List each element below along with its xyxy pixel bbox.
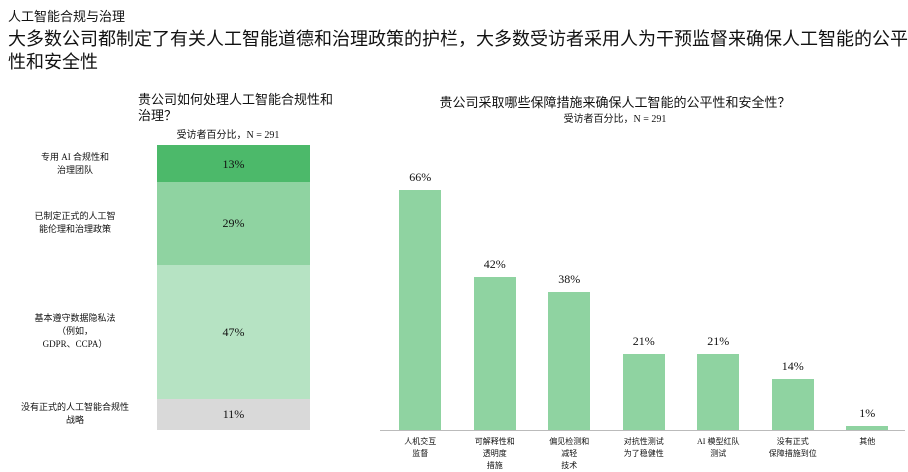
segment-label: 基本遵守数据隐私法 （例如， GDPR、CCPA） bbox=[34, 313, 116, 350]
value-label: 42% bbox=[483, 257, 506, 272]
x-tick-label: 没有正式 保障措施到位 bbox=[768, 437, 817, 458]
segment-label: 专用 AI 合规性和 治理团队 bbox=[41, 151, 109, 175]
bar bbox=[771, 379, 814, 430]
bar bbox=[622, 353, 665, 430]
bar bbox=[697, 353, 740, 430]
value-label: 13% bbox=[222, 156, 245, 171]
value-label: 1% bbox=[859, 406, 876, 421]
value-label: 66% bbox=[409, 170, 432, 184]
headline: 大多数公司都制定了有关人工智能道德和治理政策的护栏，大多数受访者采用人为干预监督… bbox=[8, 29, 908, 72]
segment-label: 已制定正式的人工智 能伦理和治理政策 bbox=[34, 211, 116, 235]
value-label: 21% bbox=[707, 333, 730, 348]
value-label: 11% bbox=[222, 407, 245, 422]
chart-subtitle: 受访者百分比，N = 291 bbox=[176, 130, 280, 141]
x-tick-label: 其他 bbox=[859, 437, 876, 446]
value-label: 14% bbox=[781, 359, 804, 374]
kicker: 人工智能合规与治理 bbox=[8, 9, 126, 24]
x-tick-label: 可解释性和 透明度 措施 bbox=[474, 437, 515, 470]
chart-title: 贵公司如何处理人工智能合规性和 治理？ bbox=[138, 92, 334, 123]
bar-segment bbox=[157, 182, 310, 265]
bar-segment bbox=[157, 145, 310, 183]
value-label: 29% bbox=[222, 216, 245, 231]
baseline bbox=[380, 430, 905, 431]
chart-title: 贵公司采取哪些保障措施来确保人工智能的公平性和安全性？ bbox=[439, 95, 791, 110]
x-tick-label: 对抗性测试 为了稳健性 bbox=[623, 437, 664, 458]
bar bbox=[473, 277, 516, 430]
segment-label: 没有正式的人工智能合规性 战略 bbox=[20, 402, 129, 426]
value-label: 38% bbox=[558, 271, 581, 286]
x-tick-label: 偏见检测和 减轻 技术 bbox=[549, 437, 590, 470]
x-tick-label: 人机交互 监督 bbox=[404, 437, 437, 458]
x-tick-label: AI 模型红队 测试 bbox=[697, 437, 740, 458]
value-label: 47% bbox=[222, 324, 245, 339]
value-label: 21% bbox=[632, 333, 655, 348]
bar-segment bbox=[157, 264, 310, 399]
chart-subtitle: 受访者百分比，N = 291 bbox=[563, 114, 667, 125]
bar bbox=[846, 426, 889, 430]
bar-segment bbox=[157, 398, 310, 430]
bar bbox=[548, 291, 591, 430]
bar bbox=[399, 190, 442, 430]
